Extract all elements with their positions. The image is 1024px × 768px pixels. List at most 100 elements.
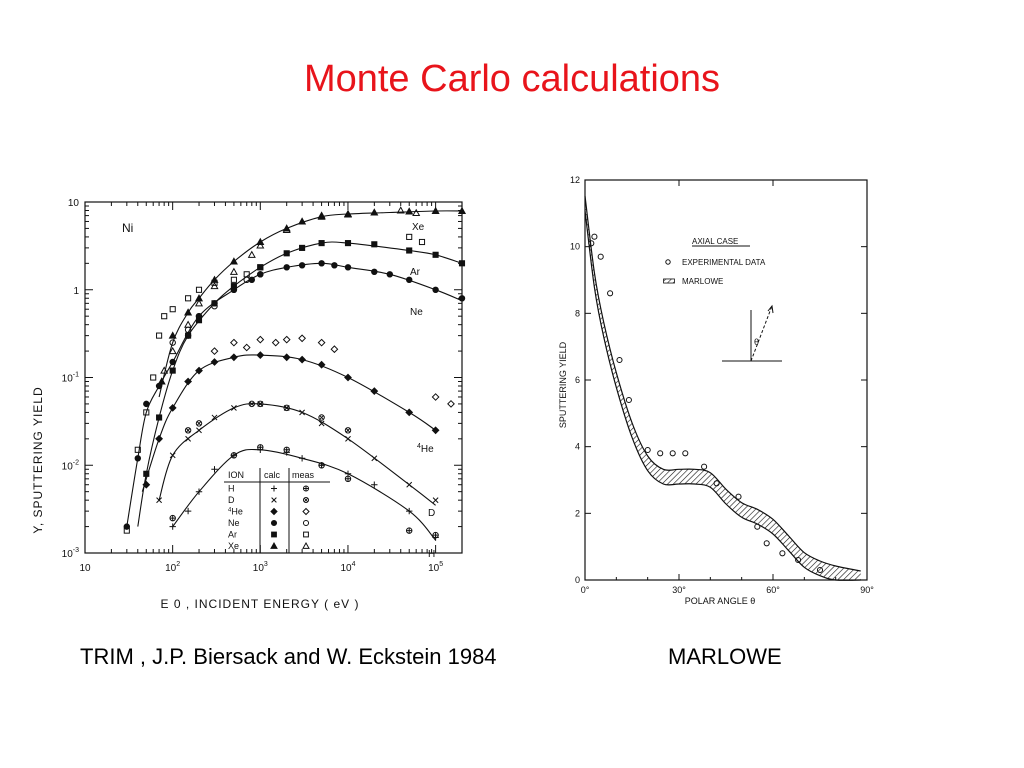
calc-point xyxy=(431,426,440,435)
caption-marlowe: MARLOWE xyxy=(668,644,782,669)
calc-point xyxy=(257,264,264,271)
calc-point xyxy=(298,455,306,462)
meas-point xyxy=(318,414,325,421)
calc-point xyxy=(371,455,378,462)
calc-point xyxy=(155,382,163,390)
calc-point xyxy=(331,262,338,269)
calc-point xyxy=(211,466,218,473)
meas-point xyxy=(230,276,237,283)
meas-point xyxy=(344,427,352,434)
x-tick-label: 0° xyxy=(581,585,590,595)
legend-header: ION xyxy=(228,470,244,480)
y-tick-label: 10 xyxy=(68,198,80,209)
legend-calc-marker xyxy=(271,497,277,503)
legend-ion: D xyxy=(228,495,235,505)
experimental-point xyxy=(657,450,664,457)
calc-point xyxy=(184,308,193,316)
calc-point xyxy=(156,497,163,504)
meas-point xyxy=(195,286,203,293)
meas-point xyxy=(242,343,251,352)
meas-point xyxy=(271,338,280,347)
calc-point xyxy=(406,481,413,488)
marlowe-sputtering-chart: 0° 30° 60° 90° 0 2 4 6 8 10 12 AXIAL CASE EXPERIMENT… xyxy=(558,175,874,606)
meas-point xyxy=(156,332,163,339)
meas-point xyxy=(184,320,193,328)
meas-point xyxy=(298,334,307,343)
y-tick-label: 10 xyxy=(570,242,580,252)
calc-point xyxy=(257,400,264,407)
y-tick-label: 4 xyxy=(575,442,580,452)
curve-label: H xyxy=(428,549,435,560)
legend-ion: H xyxy=(228,484,235,494)
meas-point xyxy=(412,208,421,217)
calc-point xyxy=(318,420,325,427)
x-tick-label: 60° xyxy=(766,585,780,595)
calc-point xyxy=(169,367,176,374)
experimental-point xyxy=(754,523,761,530)
curve-ar xyxy=(137,241,463,527)
y-tick-label: 10-2 xyxy=(62,459,79,472)
y-tick-label: 10-1 xyxy=(62,372,79,385)
meas-point xyxy=(150,374,157,381)
calc-point xyxy=(386,271,394,278)
y-tick-label: 12 xyxy=(570,175,580,185)
calc-point xyxy=(282,224,291,232)
legend-header: calc xyxy=(264,470,281,480)
calc-point xyxy=(169,452,176,459)
curve-ne xyxy=(126,262,463,527)
calc-point xyxy=(229,353,238,362)
meas-point xyxy=(317,338,326,347)
calc-point xyxy=(168,331,177,339)
calc-point xyxy=(318,462,325,469)
calc-point xyxy=(169,358,176,366)
experimental-point xyxy=(625,396,632,404)
calc-point xyxy=(343,209,353,218)
calc-point xyxy=(184,507,192,515)
legend-ion: Ar xyxy=(228,530,237,540)
calc-point xyxy=(370,208,379,216)
caption-trim: TRIM , J.P. Biersack and W. Eckstein 198… xyxy=(80,644,497,669)
experimental-point xyxy=(616,356,623,364)
marlowe-band-edge xyxy=(584,210,861,581)
experimental-point xyxy=(607,290,614,297)
calc-point xyxy=(432,286,439,294)
x-tick-label: 104 xyxy=(340,561,355,574)
calc-point xyxy=(248,276,256,284)
calc-point xyxy=(283,264,290,271)
calc-point xyxy=(211,300,218,307)
calc-point xyxy=(169,523,176,530)
curve-label: D xyxy=(428,508,435,519)
meas-point xyxy=(447,399,455,408)
meas-point xyxy=(169,306,176,313)
calc-point xyxy=(299,409,306,416)
calc-point xyxy=(229,257,238,265)
calc-point xyxy=(230,404,237,411)
calc-point xyxy=(406,507,413,515)
calc-point xyxy=(298,355,307,364)
calc-point xyxy=(195,366,203,375)
legend-calc-marker xyxy=(270,541,278,549)
legend-label: EXPERIMENTAL DATA xyxy=(682,258,766,267)
x-axis-label: E 0 , INCIDENT ENERGY ( eV ) xyxy=(161,597,360,611)
experimental-point xyxy=(597,253,604,260)
experimental-point xyxy=(588,240,595,247)
calc-point xyxy=(123,523,131,530)
slide-title: Monte Carlo calculations xyxy=(303,58,721,100)
meas-point xyxy=(161,313,168,320)
calc-point xyxy=(195,312,203,320)
meas-point xyxy=(406,233,413,240)
meas-point xyxy=(210,347,219,356)
y-tick-label: 1 xyxy=(73,286,79,297)
calc-point xyxy=(299,244,306,251)
calc-point xyxy=(211,414,218,421)
curve-label: Xe xyxy=(412,222,425,233)
legend-ion: 4He xyxy=(228,507,243,517)
x-tick-label: 30° xyxy=(672,585,686,595)
calc-point xyxy=(371,241,378,248)
experimental-point xyxy=(816,566,824,574)
meas-point xyxy=(195,420,203,427)
inset-direction xyxy=(750,305,773,362)
legend-label: MARLOWE xyxy=(682,277,723,286)
experimental-point xyxy=(644,446,651,454)
meas-point xyxy=(229,267,238,275)
